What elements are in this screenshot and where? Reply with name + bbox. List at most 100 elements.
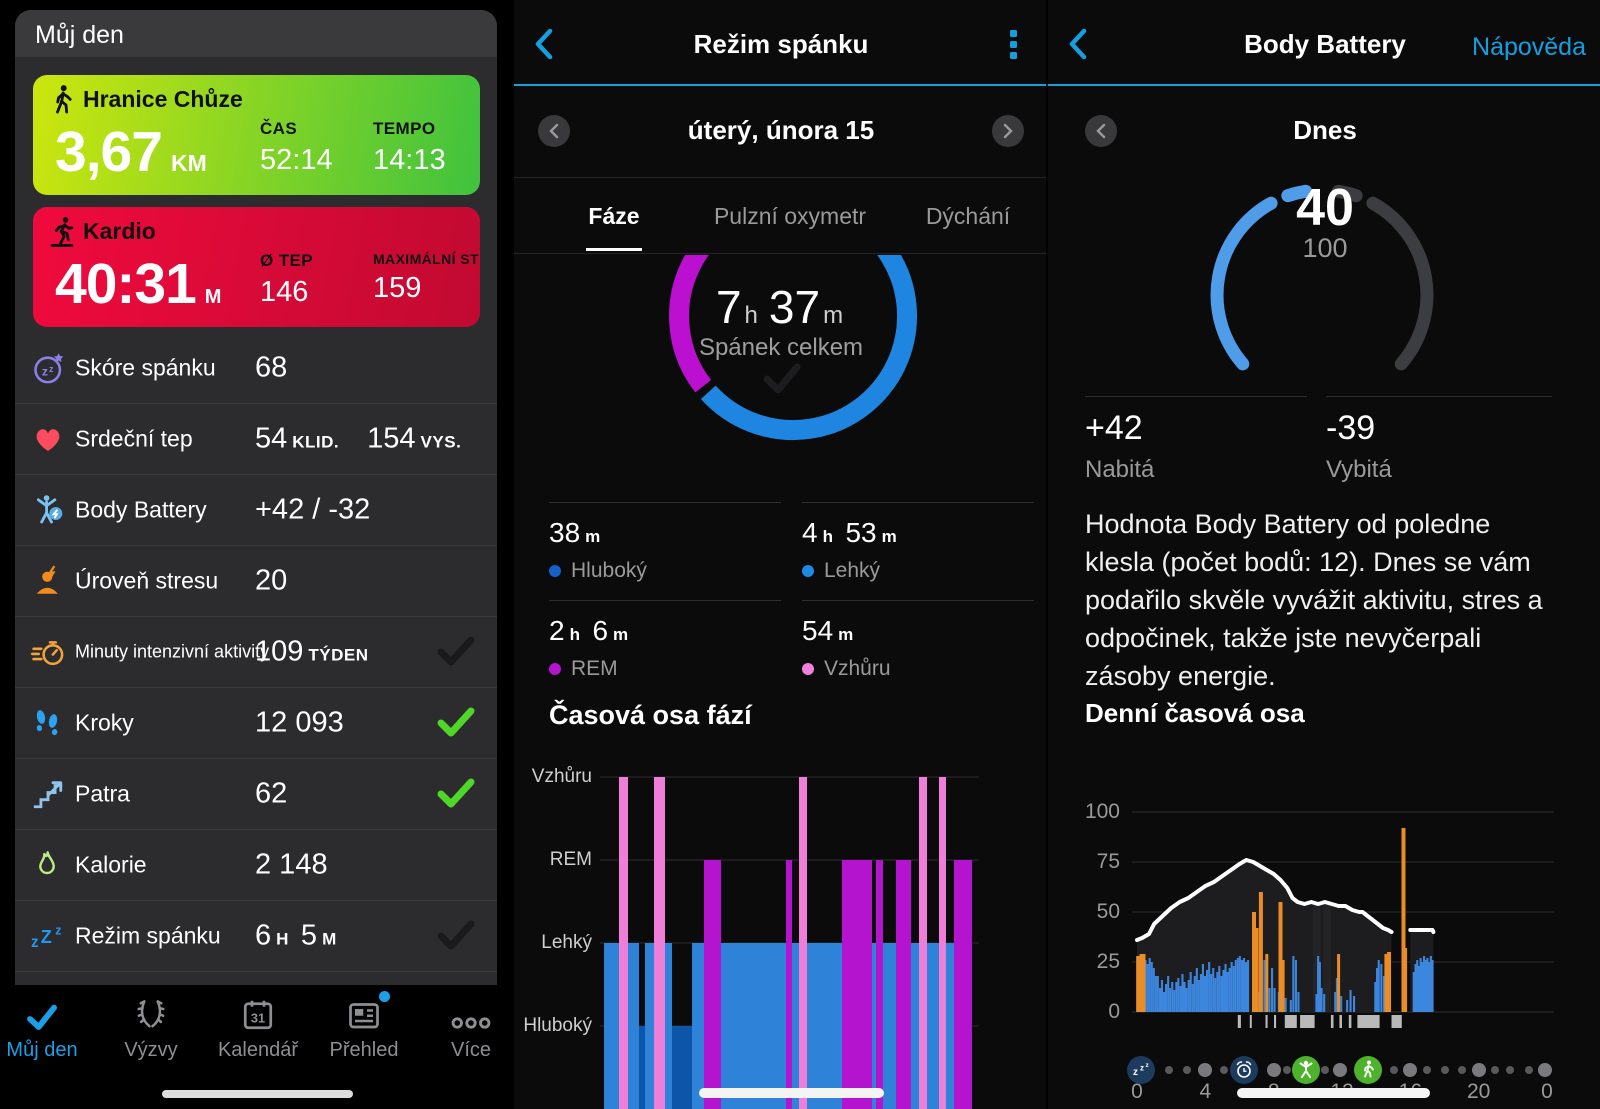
body-battery-description: Hodnota Body Battery od poledne klesla (…	[1085, 509, 1543, 691]
timeline-dot	[1165, 1066, 1173, 1074]
home-indicator[interactable]	[699, 1088, 884, 1098]
cardio-max-hr-label: MAXIMÁLNÍ ST	[373, 251, 479, 267]
y-axis-label: Vzhůru	[531, 766, 592, 787]
timeline-dot	[1458, 1066, 1466, 1074]
nav-label: Můj den	[6, 1039, 78, 1061]
walk-limit-card[interactable]: Hranice Chůze 3,67 KM ČAS 52:14 TEMPO 14…	[33, 75, 480, 195]
metric-label: Minuty intenzivní aktivity	[75, 641, 270, 662]
metric-value: 109 TÝDEN	[255, 635, 369, 668]
home-indicator[interactable]	[1237, 1088, 1430, 1098]
back-icon[interactable]	[1062, 26, 1096, 62]
tab-breathing[interactable]: Dýchání	[925, 203, 1011, 229]
sleep-stat-hluboký[interactable]: 38 m Hluboký	[549, 502, 781, 583]
walk-distance-value: 3,67	[55, 120, 163, 184]
intensity-icon	[31, 637, 67, 668]
timeline-dot	[1423, 1066, 1431, 1074]
phase-timeline-title: Časová osa fází	[549, 700, 752, 730]
nav-label: Více	[450, 1039, 492, 1061]
help-link[interactable]: Nápověda	[1472, 33, 1586, 61]
walk-time-value: 52:14	[260, 144, 333, 176]
cardio-card-title: Kardio	[83, 218, 156, 244]
next-day-button[interactable]	[992, 115, 1024, 147]
cardio-duration-value: 40:31	[55, 252, 197, 316]
legend-dot	[549, 565, 561, 577]
menu-kebab-icon[interactable]	[1010, 30, 1018, 63]
timeline-dot	[1441, 1066, 1449, 1074]
charged-value: +42	[1085, 409, 1143, 447]
y-axis-label: REM	[549, 849, 592, 870]
metric-row-intensity-minutes[interactable]: Minuty intenzivní aktivity 109 TÝDEN	[15, 617, 497, 688]
nav-item-my-day[interactable]: Můj den	[0, 993, 92, 1062]
alarm-icon[interactable]	[1229, 1055, 1259, 1085]
nav-more-icon	[421, 993, 512, 1033]
metric-row-sleep-score[interactable]: z z Skóre spánku 68	[15, 333, 497, 404]
timeline-dot	[1506, 1066, 1514, 1074]
nav-item-challenges[interactable]: Výzvy	[101, 993, 201, 1062]
cardio-card[interactable]: Kardio 40:31 M Ø TEP 146 MAXIMÁLNÍ ST 15…	[33, 207, 480, 327]
walk-event-icon[interactable]	[1353, 1055, 1383, 1085]
legend-dot	[802, 565, 814, 577]
home-indicator[interactable]	[162, 1090, 353, 1098]
drained-label: Vybitá	[1326, 456, 1392, 483]
metric-row-steps[interactable]: Kroky 12 093	[15, 688, 497, 759]
metric-row-heart-rate[interactable]: Srdeční tep 54 KLID. 154 VYS.	[15, 404, 497, 475]
nav-item-more[interactable]: Více	[421, 993, 512, 1062]
prev-day-button[interactable]	[538, 115, 570, 147]
body-battery-timeline-chart	[1132, 811, 1554, 1028]
activity-event-icon[interactable]	[1291, 1055, 1321, 1085]
metric-row-body-battery[interactable]: Body Battery +42 / -32	[15, 475, 497, 546]
floors-icon	[31, 777, 67, 811]
timeline-dot	[1220, 1066, 1228, 1074]
sleep-stat-rem[interactable]: 2 h 6 m REM	[549, 600, 781, 681]
y-axis-label: 75	[1096, 850, 1120, 873]
x-axis-label: 4	[1199, 1080, 1212, 1103]
daily-timeline-title: Denní časová osa	[1085, 698, 1305, 728]
svg-text:z: z	[1133, 1067, 1138, 1078]
sleep-header: Režim spánku	[514, 0, 1048, 86]
total-sleep-label: Spánek celkem	[698, 334, 864, 361]
y-axis-label: 25	[1096, 950, 1120, 973]
my-day-screen: Můj den Hranice Chůze 3,67 KM ČAS 52:14 …	[0, 0, 512, 1109]
tab-phases[interactable]: Fáze	[588, 203, 640, 229]
charged-stat: +42 Nabitá	[1085, 396, 1307, 484]
walk-time-label: ČAS	[260, 119, 298, 138]
nav-item-calendar[interactable]: 31 Kalendář	[208, 993, 308, 1062]
walk-pace-value: 14:13	[373, 144, 446, 176]
nav-laurel-icon	[101, 993, 201, 1033]
metric-row-calories[interactable]: Kalorie 2 148	[15, 830, 497, 901]
timeline-dot	[1491, 1066, 1499, 1074]
metric-rows: z z Skóre spánku 68 Srdeční tep 54 KLID. 154 VYS…	[15, 333, 497, 972]
y-axis-label: 50	[1096, 900, 1120, 923]
nav-label: Přehled	[329, 1039, 399, 1061]
y-axis-label: 0	[1108, 1000, 1120, 1023]
stat-value: 38 m	[549, 517, 601, 548]
metric-label: Srdeční tep	[75, 425, 193, 452]
metric-row-floors[interactable]: Patra 62	[15, 759, 497, 830]
metric-label: Kroky	[75, 709, 134, 736]
nav-item-overview[interactable]: Přehled	[314, 991, 414, 1062]
prev-day-button[interactable]	[1085, 115, 1117, 147]
svg-text:z: z	[42, 365, 48, 379]
sleep-stat-vzhůru[interactable]: 54 m Vzhůru	[802, 600, 1034, 681]
metric-label: Skóre spánku	[75, 354, 216, 381]
goal-check-dark-icon	[437, 920, 475, 952]
x-axis-label: 20	[1466, 1080, 1491, 1103]
tab-pulse-ox[interactable]: Pulzní oxymetr	[713, 203, 867, 229]
svg-text:z: z	[1146, 1062, 1150, 1069]
sleep-stat-lehký[interactable]: 4 h 53 m Lehký	[802, 502, 1034, 583]
unread-badge	[379, 991, 390, 1002]
goal-check-dark-icon	[437, 636, 475, 668]
sleep-donut-chart	[669, 255, 918, 441]
nav-label: Výzvy	[124, 1039, 178, 1061]
back-icon[interactable]	[528, 26, 562, 62]
my-day-card: Můj den Hranice Chůze 3,67 KM ČAS 52:14 …	[15, 10, 497, 985]
cardio-avg-hr-label: Ø TEP	[260, 251, 314, 270]
walk-pace-label: TEMPO	[373, 119, 436, 138]
metric-row-stress-level[interactable]: Úroveň stresu 20	[15, 546, 497, 617]
body-battery-max: 100	[1302, 233, 1348, 263]
timeline-dot	[1403, 1063, 1417, 1077]
